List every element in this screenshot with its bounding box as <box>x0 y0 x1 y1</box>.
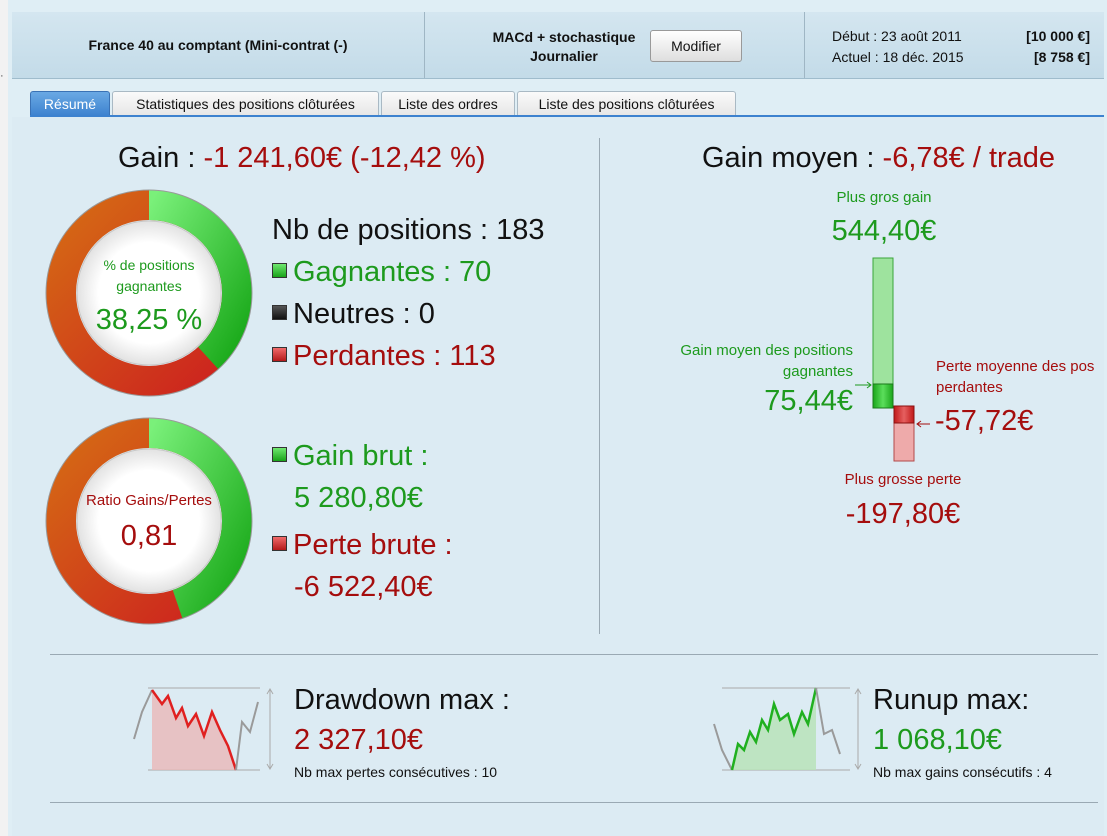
biggest-gain-value: 544,40€ <box>831 215 937 247</box>
strategy-line-2: Journalier <box>530 48 598 64</box>
win-rate-caption: % de positions gagnantes <box>75 255 223 297</box>
gross-loss-row: Perte brute : <box>272 529 453 562</box>
neutral-row: Neutres : 0 <box>272 298 435 331</box>
average-gain-bar <box>872 383 894 409</box>
drawdown-title: Drawdown max : <box>294 684 510 716</box>
start-date: Début : 23 août 2011 <box>832 28 962 44</box>
max-consecutive-losses: Nb max pertes consécutives : 10 <box>294 764 498 780</box>
runup-title: Runup max: <box>873 684 1030 716</box>
win-rate-ring <box>45 189 253 397</box>
tab-underline <box>30 115 1104 117</box>
average-win-label: Gain moyen des positions gagnantes <box>652 340 853 382</box>
runup-area <box>732 688 816 770</box>
tab-closed-position-list[interactable]: Liste des positions clôturées <box>517 91 736 116</box>
gross-gain-value: 5 280,80€ <box>294 482 424 514</box>
avg-gain-arrowhead <box>866 381 872 389</box>
max-consecutive-gains: Nb max gains consécutifs : 4 <box>873 764 1052 780</box>
current-capital: [8 758 €] <box>1033 49 1090 65</box>
instrument-title: France 40 au comptant (Mini-contrat (-) <box>88 37 348 53</box>
gross-loss-label: Perte brute : <box>293 529 453 561</box>
positions-count: Nb de positions : 183 <box>272 214 545 246</box>
range-arrow-up <box>854 688 862 695</box>
gross-gain-label: Gain brut : <box>293 440 429 472</box>
before-runup-line <box>713 723 733 771</box>
win-arc <box>148 190 252 370</box>
trade-range-bar <box>855 257 930 462</box>
gain-loss-ratio-ring <box>45 417 253 625</box>
winners-row: Gagnantes : 70 <box>272 256 491 289</box>
gain-value: -1 241,60€ (-12,42 %) <box>203 142 486 174</box>
gross-gain-row: Gain brut : <box>272 440 428 473</box>
runup-value: 1 068,10€ <box>873 724 1003 756</box>
ring-outline <box>45 417 253 625</box>
strategy-line-1: MACd + stochastique <box>492 29 636 45</box>
tab-order-list[interactable]: Liste des ordres <box>381 91 515 116</box>
average-win-label-line-1: Gain moyen des positions <box>680 342 853 359</box>
date-range: Début : 23 août 2011 [10 000 €] Actuel : … <box>832 26 1090 68</box>
average-gain-label: Gain moyen : <box>702 142 875 174</box>
neutral-legend-swatch <box>272 304 287 320</box>
ratio-value: 0,81 <box>120 520 178 552</box>
win-rate-caption-line-1: % de positions <box>103 257 195 273</box>
range-arrow-down <box>266 763 274 770</box>
tab-closed-position-stats[interactable]: Statistiques des positions clôturées <box>112 91 379 116</box>
modify-button[interactable]: Modifier <box>650 30 742 62</box>
win-rate-value: 38,25 % <box>95 304 203 336</box>
win-arc <box>148 418 252 619</box>
total-gain: Gain : -1 241,60€ (-12,42 %) <box>118 142 486 175</box>
gain-label: Gain : <box>118 142 196 174</box>
edge-glyph: · <box>0 70 4 82</box>
header-divider <box>424 12 425 78</box>
winners-legend-swatch <box>272 262 287 278</box>
average-loss-bar <box>893 405 915 424</box>
range-arrow-up <box>266 688 274 695</box>
gross-loss-swatch <box>272 535 287 551</box>
average-loss-label-line-1: Perte moyenne des pos <box>936 358 1095 375</box>
ring-center <box>76 220 222 366</box>
range-arrow-down <box>854 763 862 770</box>
section-divider <box>599 138 600 634</box>
after-runup-line <box>815 687 841 755</box>
losers-legend-swatch <box>272 346 287 362</box>
runup-sparkline <box>713 687 862 771</box>
neutral-count: Neutres : 0 <box>293 298 435 330</box>
biggest-loss-value: -197,80€ <box>845 498 961 530</box>
ring-outline <box>45 189 253 397</box>
ring-center <box>76 448 222 594</box>
average-win-label-line-2: gagnantes <box>782 363 853 380</box>
report-header: France 40 au comptant (Mini-contrat (-) … <box>12 12 1104 79</box>
biggest-loss-label: Plus grosse perte <box>844 471 962 488</box>
gross-loss-value: -6 522,40€ <box>294 571 433 603</box>
section-divider <box>50 654 1098 655</box>
runup-line <box>730 687 818 771</box>
section-divider <box>50 802 1098 803</box>
ratio-caption: Ratio Gains/Pertes <box>86 492 212 509</box>
strategy-name: MACd + stochastique Journalier <box>480 28 648 66</box>
header-divider <box>804 12 805 78</box>
start-capital: [10 000 €] <box>1026 28 1090 44</box>
drawdown-sparkline <box>133 687 274 771</box>
average-gain-value: -6,78€ / trade <box>882 142 1056 174</box>
average-loss-label-line-2: perdantes <box>936 379 1003 396</box>
tab-resume[interactable]: Résumé <box>30 91 110 116</box>
current-date: Actuel : 18 déc. 2015 <box>832 49 964 65</box>
average-loss-value: -57,72€ <box>935 405 1034 437</box>
avg-loss-arrowhead <box>916 420 922 428</box>
losers-count: Perdantes : 113 <box>293 340 496 372</box>
average-gain: Gain moyen : -6,78€ / trade <box>702 142 1055 175</box>
gross-gain-swatch <box>272 446 287 462</box>
drawdown-line <box>150 689 238 771</box>
before-drawdown-line <box>133 689 153 740</box>
average-loss-label: Perte moyenne des pos perdantes <box>936 356 1101 398</box>
winners-count: Gagnantes : 70 <box>293 256 492 288</box>
after-drawdown-line <box>235 701 259 771</box>
drawdown-value: 2 327,10€ <box>294 724 424 756</box>
win-rate-caption-line-2: gagnantes <box>116 278 182 294</box>
average-win-value: 75,44€ <box>764 385 853 417</box>
losers-row: Perdantes : 113 <box>272 340 496 373</box>
biggest-gain-label: Plus gros gain <box>836 189 932 206</box>
